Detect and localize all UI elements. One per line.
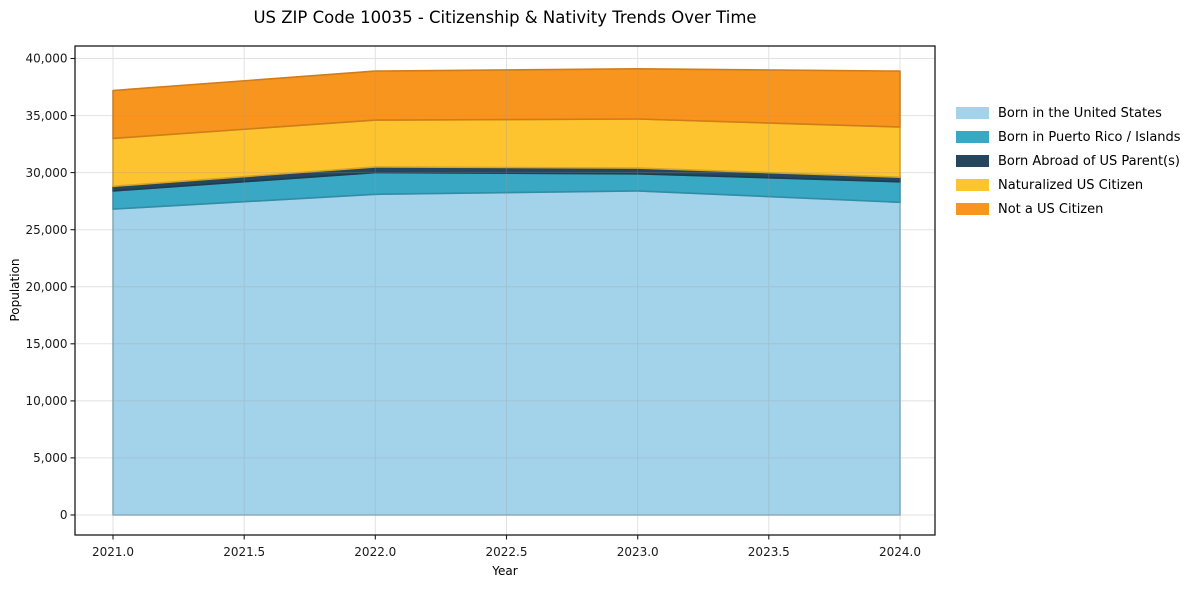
area-not-a-us-citizen xyxy=(112,68,901,140)
legend-item-not-a-us-citizen: Not a US Citizen xyxy=(956,197,1181,221)
x-tick-label: 2021.0 xyxy=(92,545,134,559)
x-tick-labels: 2021.0 2021.5 2022.0 2022.5 2023.0 2023.5 2024… xyxy=(92,545,921,559)
gridlines xyxy=(75,46,935,535)
y-tick-label: 30,000 xyxy=(26,166,68,180)
legend-item-born-abroad-of-us-parent-s: Born Abroad of US Parent(s) xyxy=(956,149,1181,173)
y-tick-label: 20,000 xyxy=(26,280,68,294)
chart-title: US ZIP Code 10035 - Citizenship & Nativi… xyxy=(253,8,757,27)
plot-border xyxy=(74,45,936,536)
x-tick-label: 2024.0 xyxy=(879,545,921,559)
legend-swatch xyxy=(956,179,989,191)
x-tick-label: 2022.0 xyxy=(354,545,396,559)
legend-item-born-in-the-united-states: Born in the United States xyxy=(956,101,1181,125)
legend-label: Born Abroad of US Parent(s) xyxy=(998,153,1180,169)
legend-swatch xyxy=(956,107,989,119)
axis-ticks xyxy=(70,57,901,540)
y-axis-label: Population xyxy=(8,258,22,322)
y-tick-label: 10,000 xyxy=(26,394,68,408)
legend-label: Naturalized US Citizen xyxy=(998,177,1144,193)
legend-label: Born in Puerto Rico / Islands xyxy=(998,129,1181,145)
legend-swatch xyxy=(956,155,989,167)
y-tick-label: 15,000 xyxy=(26,337,68,351)
legend-item-naturalized-us-citizen: Naturalized US Citizen xyxy=(956,173,1181,197)
legend-label: Not a US Citizen xyxy=(998,201,1104,217)
x-axis-label: Year xyxy=(492,564,518,578)
x-tick-label: 2023.0 xyxy=(617,545,659,559)
y-tick-label: 5,000 xyxy=(33,451,67,465)
x-tick-label: 2022.5 xyxy=(486,545,528,559)
legend-label: Born in the United States xyxy=(998,105,1162,121)
y-tick-labels: 0 5,000 10,000 15,000 20,000 25,000 30,000 35,0… xyxy=(26,52,68,523)
legend: Born in the United States Born in Puerto … xyxy=(956,101,1181,221)
y-tick-label: 40,000 xyxy=(26,52,68,66)
y-tick-label: 0 xyxy=(60,508,68,522)
legend-swatch xyxy=(956,131,989,143)
y-tick-label: 35,000 xyxy=(26,109,68,123)
legend-swatch xyxy=(956,203,989,215)
legend-item-born-in-puerto-rico-islands: Born in Puerto Rico / Islands xyxy=(956,125,1181,149)
x-tick-label: 2023.5 xyxy=(748,545,790,559)
y-tick-label: 25,000 xyxy=(26,223,68,237)
series-areas xyxy=(112,68,901,516)
x-tick-label: 2021.5 xyxy=(223,545,265,559)
